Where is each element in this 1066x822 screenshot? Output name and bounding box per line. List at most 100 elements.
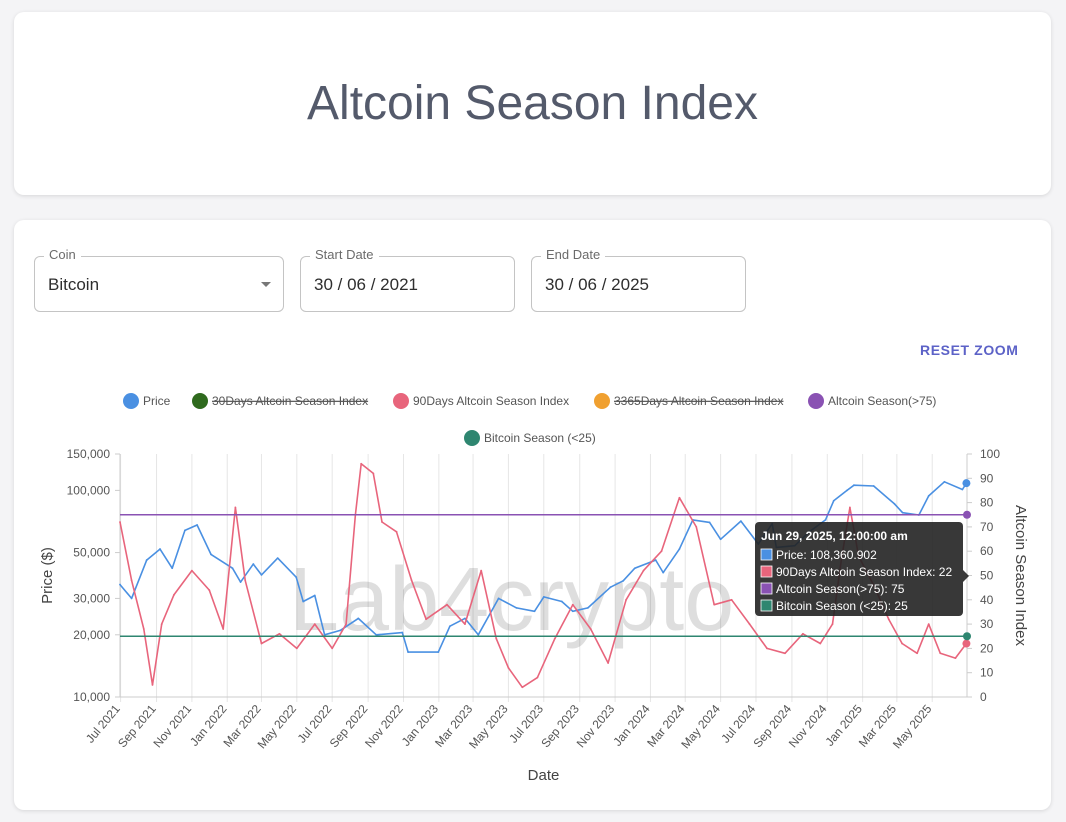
y-right-tick-label: 70 — [980, 520, 994, 534]
series-price-point — [375, 633, 378, 636]
series-90days-altcoin-season-index-point — [381, 521, 383, 523]
series-bitcoin-season-25-point — [963, 632, 971, 641]
series-price-point — [708, 521, 711, 524]
series-90days-altcoin-season-index-point — [345, 623, 347, 625]
series-price-point — [437, 651, 440, 653]
series-price-point — [893, 503, 896, 505]
series-price-point — [662, 571, 665, 574]
series-90days-altcoin-season-index-point — [222, 628, 225, 630]
series-90days-altcoin-season-index-point — [130, 579, 133, 582]
series-90days-altcoin-season-index-point — [730, 598, 733, 601]
series-altcoin-season-75-point — [963, 510, 971, 519]
series-90days-altcoin-season-index-point — [766, 647, 768, 650]
series-90days-altcoin-season-index-point — [260, 642, 263, 645]
page-title: Altcoin Season Index — [307, 77, 758, 130]
end-date-field[interactable]: End Date 30 / 06 / 2025 — [531, 247, 746, 312]
series-price-line — [119, 481, 968, 653]
series-90days-altcoin-season-index-point — [642, 569, 645, 572]
series-price-point — [943, 480, 946, 483]
series-90days-altcoin-season-index-point — [495, 637, 498, 640]
series-90days-altcoin-season-index-point — [784, 652, 786, 655]
series-price-point — [231, 567, 234, 570]
series-price-point — [184, 529, 186, 532]
series-price-point — [719, 538, 722, 541]
tooltip-swatch — [760, 565, 773, 578]
series-90days-altcoin-season-index-point — [848, 506, 851, 509]
y-left-tick-label: 30,000 — [73, 591, 110, 605]
series-price-point — [633, 567, 636, 570]
series-90days-altcoin-season-index-point — [278, 632, 281, 635]
reset-zoom-button[interactable]: RESET ZOOM — [920, 342, 1019, 358]
y-left-tick-label: 20,000 — [73, 628, 110, 642]
coin-select-value: Bitcoin — [48, 275, 100, 294]
series-price-point — [448, 625, 451, 628]
legend-label: Bitcoin Season (<25) — [484, 431, 596, 445]
legend-label: 90Days Altcoin Season Index — [413, 394, 569, 408]
y-right-tick-label: 10 — [980, 666, 994, 680]
series-price-point — [464, 617, 466, 620]
series-price-point — [846, 489, 848, 492]
series-price-point — [210, 553, 212, 556]
series-price-point — [740, 520, 742, 523]
altcoin-season-chart[interactable]: Price 30Days Altcoin Season Index 90Days A… — [14, 220, 1051, 810]
x-tick-label: Nov 2022 — [362, 702, 406, 751]
chart-card: Coin Bitcoin Start Date 30 / 06 / 2021 E… — [14, 220, 1051, 810]
series-90days-altcoin-season-index-point — [536, 676, 539, 679]
series-90days-altcoin-season-index-point — [553, 637, 556, 640]
end-date-value[interactable]: 30 / 06 / 2025 — [545, 275, 649, 294]
y-right-tick-label: 40 — [980, 593, 994, 607]
x-axis-title: Date — [528, 767, 560, 784]
start-date-value[interactable]: 30 / 06 / 2021 — [314, 275, 418, 294]
series-price-point — [252, 563, 255, 565]
end-date-label: End Date — [541, 247, 606, 262]
series-price-point — [497, 597, 500, 600]
legend-marker — [393, 393, 409, 409]
series-90days-altcoin-season-index-point — [831, 623, 834, 625]
y-right-tick-label: 60 — [980, 544, 994, 558]
series-price-point — [824, 518, 827, 521]
y-right-axis-title: Altcoin Season Index — [1012, 505, 1029, 646]
chevron-down-icon[interactable] — [261, 282, 271, 287]
chart-tooltip: Jun 29, 2025, 12:00:00 am Price: 108,360.… — [755, 522, 969, 616]
tooltip-line: Price: 108,360.902 — [776, 548, 877, 562]
series-90days-altcoin-season-index-point — [464, 623, 466, 625]
series-price-point — [853, 484, 855, 487]
series-90days-altcoin-season-index-point — [360, 462, 363, 465]
legend-label: 30Days Altcoin Season Index — [212, 394, 368, 408]
series-price-point — [678, 548, 681, 550]
chart-legend: Price 30Days Altcoin Season Index 90Days A… — [123, 393, 936, 446]
y-left-axis-title: Price ($) — [39, 547, 56, 604]
series-90days-altcoin-season-index-point — [521, 686, 524, 689]
series-price-point — [560, 600, 563, 603]
series-90days-altcoin-season-index-point — [748, 623, 751, 625]
series-90days-altcoin-season-index-point — [660, 550, 663, 553]
series-90days-altcoin-season-index-point — [571, 603, 574, 606]
series-90days-altcoin-season-index-point — [589, 628, 592, 630]
series-90days-altcoin-season-index-point — [410, 579, 413, 582]
series-90days-altcoin-season-index-point — [151, 683, 154, 686]
series-price-point — [654, 559, 657, 561]
series-price-point — [901, 511, 904, 514]
y-left-tick-label: 150,000 — [67, 447, 111, 461]
start-date-label: Start Date — [310, 247, 379, 262]
y-right-tick-label: 80 — [980, 496, 994, 510]
series-90days-altcoin-season-index-point — [160, 623, 163, 625]
y-right-tick-label: 50 — [980, 569, 994, 583]
series-price-point — [832, 499, 835, 502]
tooltip-swatch — [760, 548, 773, 561]
series-90days-altcoin-season-index-point — [625, 598, 628, 601]
start-date-field[interactable]: Start Date 30 / 06 / 2021 — [300, 247, 515, 312]
series-price-end-point — [962, 479, 971, 488]
x-tick-label: Nov 2021 — [150, 702, 194, 751]
tooltip-box — [755, 522, 963, 616]
series-90days-altcoin-season-index-point — [372, 472, 375, 475]
series-90days-altcoin-season-index-point — [901, 642, 903, 645]
series-price-point — [302, 600, 305, 603]
y-right-tick-label: 20 — [980, 641, 994, 655]
legend-label: Price — [143, 394, 171, 408]
series-90days-altcoin-season-index-point — [119, 521, 121, 523]
series-price-point — [927, 495, 930, 497]
series-90days-altcoin-season-index-point — [331, 647, 334, 650]
coin-select[interactable]: Coin Bitcoin — [34, 247, 284, 312]
series-90days-altcoin-season-index-point — [480, 569, 483, 572]
